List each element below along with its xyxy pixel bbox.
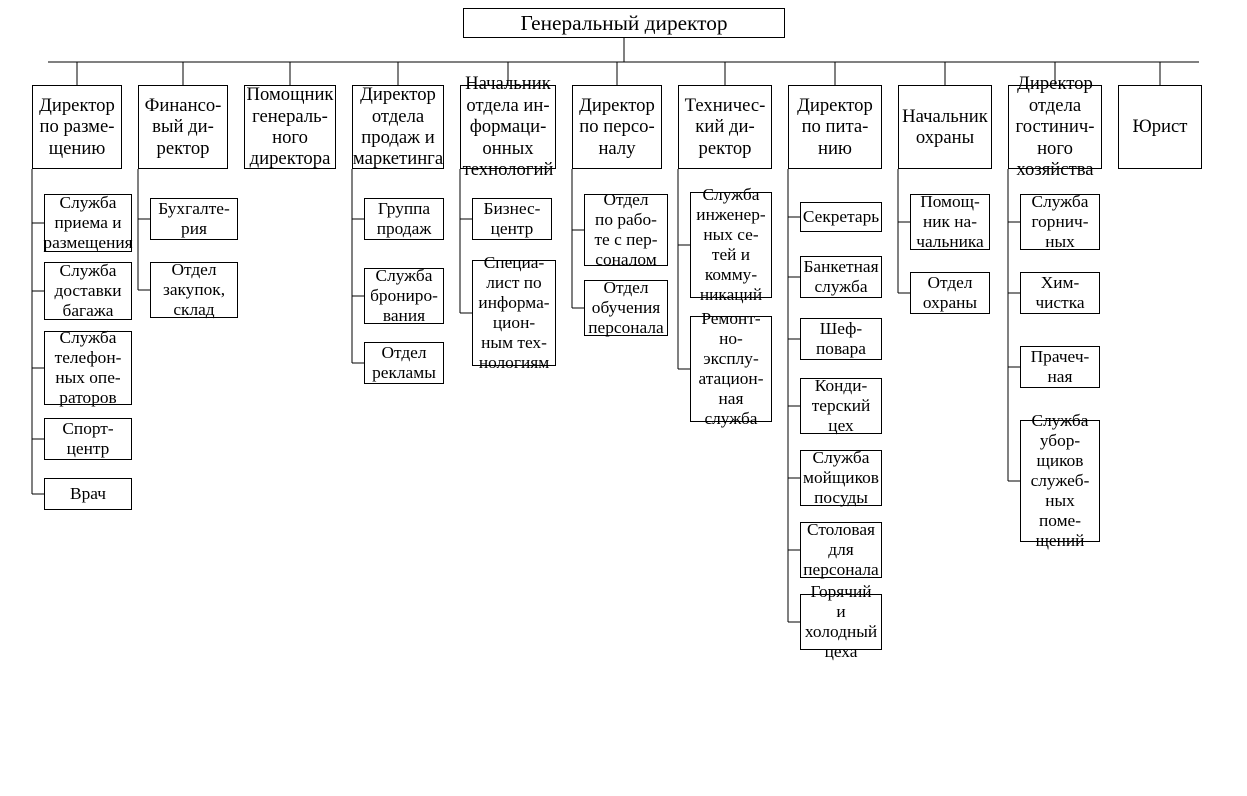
sub-node-1-0: Бухгалте- рия — [150, 198, 238, 240]
sub-node-8-0: Помощ- ник на- чальника — [910, 194, 990, 250]
sub-node-5-0: Отдел по рабо- те с пер- соналом — [584, 194, 668, 266]
sub-node-0-4: Врач — [44, 478, 132, 510]
sub-node-4-1: Специа- лист по информа- цион- ным тех- … — [472, 260, 556, 366]
sub-node-7-1: Банкетная служба — [800, 256, 882, 298]
sub-node-6-1: Ремонт- но- эксплу- атацион- ная служба — [690, 316, 772, 422]
sub-node-7-3: Конди- терский цех — [800, 378, 882, 434]
sub-node-0-1: Служба доставки багажа — [44, 262, 132, 320]
sub-node-3-0: Группа продаж — [364, 198, 444, 240]
dept-node-8: Начальник охраны — [898, 85, 992, 169]
dept-node-7: Директор по пита- нию — [788, 85, 882, 169]
sub-node-1-1: Отдел закупок, склад — [150, 262, 238, 318]
sub-node-3-1: Служба брониро- вания — [364, 268, 444, 324]
dept-node-1: Финансо- вый ди- ректор — [138, 85, 228, 169]
dept-node-3: Директор отдела продаж и маркетинга — [352, 85, 444, 169]
sub-node-0-2: Служба телефон- ных опе- раторов — [44, 331, 132, 405]
sub-node-5-1: Отдел обучения персонала — [584, 280, 668, 336]
sub-node-7-4: Служба мойщиков посуды — [800, 450, 882, 506]
sub-node-9-1: Хим- чистка — [1020, 272, 1100, 314]
sub-node-0-0: Служба приема и размещения — [44, 194, 132, 252]
sub-node-7-6: Горячий и холодный цеха — [800, 594, 882, 650]
sub-node-7-5: Столовая для персонала — [800, 522, 882, 578]
sub-node-3-2: Отдел рекламы — [364, 342, 444, 384]
dept-node-5: Директор по персо- налу — [572, 85, 662, 169]
dept-node-4: Начальник отдела ин- формаци- онных техн… — [460, 85, 556, 169]
sub-node-7-0: Секретарь — [800, 202, 882, 232]
sub-node-6-0: Служба инженер- ных се- тей и комму- ник… — [690, 192, 772, 298]
dept-node-2: Помощник генераль- ного директора — [244, 85, 336, 169]
sub-node-9-2: Прачеч- ная — [1020, 346, 1100, 388]
sub-node-8-1: Отдел охраны — [910, 272, 990, 314]
root-node: Генеральный директор — [463, 8, 785, 38]
dept-node-10: Юрист — [1118, 85, 1202, 169]
sub-node-9-0: Служба горнич- ных — [1020, 194, 1100, 250]
sub-node-9-3: Служба убор- щиков служеб- ных поме- щен… — [1020, 420, 1100, 542]
dept-node-9: Директор отдела гостинич- ного хозяйства — [1008, 85, 1102, 169]
dept-node-6: Техничес- кий ди- ректор — [678, 85, 772, 169]
sub-node-0-3: Спорт- центр — [44, 418, 132, 460]
sub-node-7-2: Шеф- повара — [800, 318, 882, 360]
dept-node-0: Директор по разме- щению — [32, 85, 122, 169]
org-chart: Генеральный директор Директор по разме- щ… — [0, 0, 1247, 796]
sub-node-4-0: Бизнес- центр — [472, 198, 552, 240]
